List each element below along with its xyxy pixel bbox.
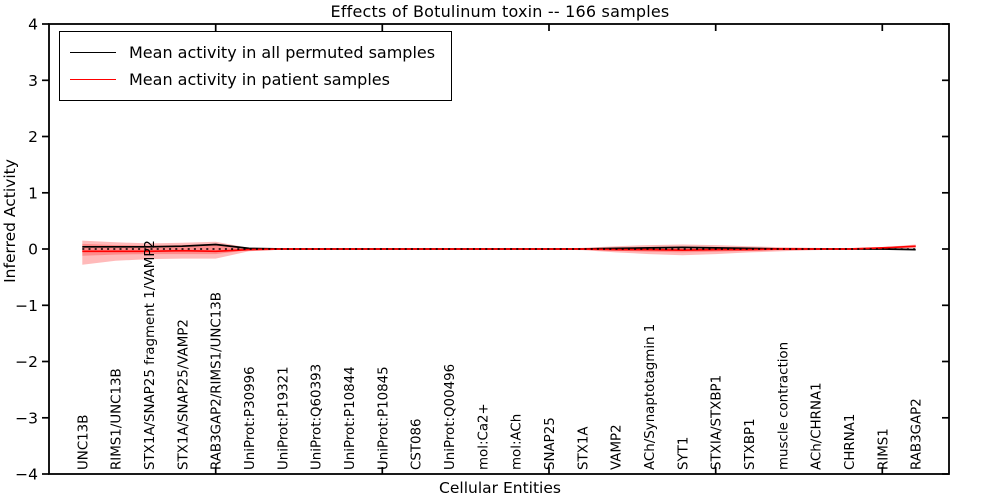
- legend-item-patient: Mean activity in patient samples: [70, 66, 435, 93]
- x-category-label: UNC13B: [76, 415, 91, 470]
- x-category-label: UniProt:P30996: [243, 366, 258, 470]
- permuted-line-swatch: [70, 52, 116, 53]
- y-tick-label: 2: [28, 128, 38, 146]
- x-category-label: SYT1: [676, 437, 691, 470]
- x-category-label: muscle contraction: [776, 342, 791, 470]
- x-category-label: RIMS1/UNC13B: [110, 368, 125, 470]
- chart-title: Effects of Botulinum toxin -- 166 sample…: [330, 2, 670, 21]
- x-axis-label: Cellular Entities: [439, 479, 561, 497]
- x-category-label: STX1A: [576, 426, 591, 470]
- x-category-label: mol:ACh: [510, 414, 525, 470]
- y-tick-label: 0: [28, 241, 38, 259]
- x-category-label: UniProt:P10844: [343, 366, 358, 470]
- y-tick-label: −4: [15, 466, 38, 484]
- x-category-label: UniProt:P10845: [376, 366, 391, 470]
- x-category-label: RAB3GAP2/RIMS1/UNC13B: [210, 292, 225, 470]
- x-category-label: CHRNA1: [843, 414, 858, 470]
- x-category-label: UniProt:P19321: [276, 366, 291, 470]
- patient-line-swatch: [70, 79, 116, 80]
- x-category-label: STXBP1: [743, 418, 758, 470]
- y-tick-label: 1: [28, 184, 38, 202]
- x-category-label: ACh/CHRNA1: [810, 382, 825, 470]
- y-axis-label: Inferred Activity: [1, 159, 19, 283]
- x-category-label: UniProt:Q00496: [443, 364, 458, 470]
- legend-item-permuted: Mean activity in all permuted samples: [70, 39, 435, 66]
- x-category-label: SNAP25: [543, 417, 558, 470]
- band-patient-std-outer: [82, 240, 916, 265]
- x-category-label: STXIA/STXBP1: [710, 375, 725, 470]
- y-tick-label: −3: [15, 409, 38, 427]
- x-category-label: mol:Ca2+: [476, 403, 491, 470]
- x-category-label: VAMP2: [610, 424, 625, 470]
- legend-label-permuted: Mean activity in all permuted samples: [129, 43, 436, 62]
- x-category-label: RAB3GAP2: [910, 398, 925, 470]
- y-tick-label: −2: [15, 353, 38, 371]
- legend-label-patient: Mean activity in patient samples: [129, 70, 390, 89]
- x-category-label: UniProt:Q60393: [310, 364, 325, 470]
- y-tick-label: 3: [28, 72, 38, 90]
- legend: Mean activity in all permuted samples Me…: [59, 31, 453, 101]
- x-category-label: RIMS1: [876, 428, 891, 470]
- x-category-label: STX1A/SNAP25 fragment 1/VAMP2: [143, 240, 158, 470]
- x-category-label: CST086: [410, 418, 425, 470]
- y-tick-label: 4: [28, 16, 38, 34]
- x-category-label: STX1A/SNAP25/VAMP2: [176, 319, 191, 470]
- x-category-label: ACh/Synaptotagmin 1: [643, 324, 658, 470]
- y-tick-label: −1: [15, 297, 38, 315]
